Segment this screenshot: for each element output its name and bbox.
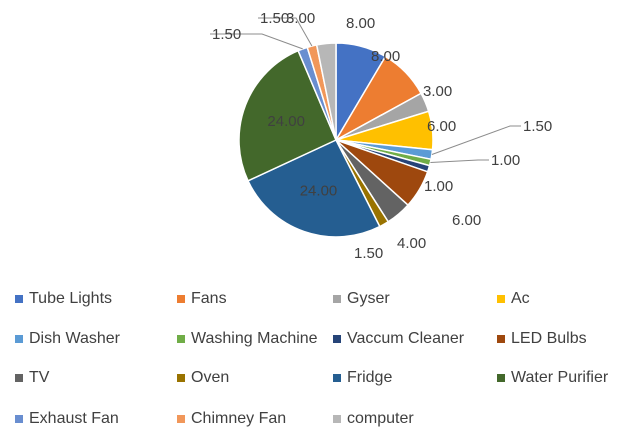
legend-label-tv: TV: [29, 369, 50, 386]
legend-item-ac: Ac: [497, 290, 530, 307]
data-label-tube-lights: 8.00: [346, 15, 375, 32]
legend-swatch-tv: [15, 374, 23, 382]
legend-item-computer: computer: [333, 410, 414, 427]
legend-item-vaccum-cleaner: Vaccum Cleaner: [333, 330, 465, 347]
leader-line-washing-machine: [430, 160, 489, 163]
legend-label-led-bulbs: LED Bulbs: [511, 330, 587, 347]
legend-swatch-fridge: [333, 374, 341, 382]
data-label-chimney-fan: 1.50: [260, 10, 289, 27]
data-label-ac: 6.00: [427, 118, 456, 135]
legend-item-chimney-fan: Chimney Fan: [177, 410, 286, 427]
data-label-fans: 8.00: [371, 48, 400, 65]
legend-swatch-vaccum-cleaner: [333, 335, 341, 343]
legend-label-dish-washer: Dish Washer: [29, 330, 121, 347]
legend-item-tv: TV: [15, 369, 50, 386]
legend: Tube Lights Fans Gyser Ac Dish Washer Washing…: [15, 290, 609, 427]
data-label-dish-washer: 1.50: [523, 118, 552, 135]
legend-label-oven: Oven: [191, 369, 229, 386]
legend-label-chimney-fan: Chimney Fan: [191, 410, 286, 427]
legend-swatch-gyser: [333, 295, 341, 303]
legend-swatch-fans: [177, 295, 185, 303]
data-label-oven: 1.50: [354, 245, 383, 262]
legend-item-led-bulbs: LED Bulbs: [497, 330, 587, 347]
legend-label-fans: Fans: [191, 290, 227, 307]
legend-swatch-washing-machine: [177, 335, 185, 343]
legend-label-vaccum-cleaner: Vaccum Cleaner: [347, 330, 465, 347]
legend-swatch-oven: [177, 374, 185, 382]
data-label-gyser: 3.00: [423, 83, 452, 100]
data-label-fridge: 24.00: [300, 182, 338, 199]
data-label-vaccum-cleaner: 1.00: [424, 178, 453, 195]
data-label-water-purifier: 24.00: [267, 113, 305, 130]
legend-label-water-purifier: Water Purifier: [511, 369, 609, 386]
legend-swatch-ac: [497, 295, 505, 303]
legend-label-computer: computer: [347, 410, 414, 427]
pie-slices: [239, 43, 433, 237]
data-label-led-bulbs: 6.00: [452, 212, 481, 229]
legend-label-ac: Ac: [511, 290, 530, 307]
legend-swatch-computer: [333, 415, 341, 423]
legend-item-oven: Oven: [177, 369, 229, 386]
legend-item-dish-washer: Dish Washer: [15, 330, 121, 347]
legend-item-fridge: Fridge: [333, 369, 392, 386]
data-label-exhaust-fan: 1.50: [212, 26, 241, 43]
legend-label-washing-machine: Washing Machine: [191, 330, 318, 347]
data-label-washing-machine: 1.00: [491, 152, 520, 169]
legend-swatch-tube-lights: [15, 295, 23, 303]
legend-item-washing-machine: Washing Machine: [177, 330, 318, 347]
data-label-tv: 4.00: [397, 235, 426, 252]
legend-label-gyser: Gyser: [347, 290, 390, 307]
legend-label-tube-lights: Tube Lights: [29, 290, 112, 307]
legend-label-exhaust-fan: Exhaust Fan: [29, 410, 119, 427]
legend-swatch-chimney-fan: [177, 415, 185, 423]
legend-swatch-dish-washer: [15, 335, 23, 343]
legend-swatch-exhaust-fan: [15, 415, 23, 423]
legend-swatch-water-purifier: [497, 374, 505, 382]
legend-item-fans: Fans: [177, 290, 227, 307]
data-label-computer: 3.00: [286, 10, 315, 27]
legend-item-water-purifier: Water Purifier: [497, 369, 609, 386]
legend-swatch-led-bulbs: [497, 335, 505, 343]
legend-item-exhaust-fan: Exhaust Fan: [15, 410, 119, 427]
legend-item-gyser: Gyser: [333, 290, 390, 307]
legend-label-fridge: Fridge: [347, 369, 392, 386]
legend-item-tube-lights: Tube Lights: [15, 290, 112, 307]
